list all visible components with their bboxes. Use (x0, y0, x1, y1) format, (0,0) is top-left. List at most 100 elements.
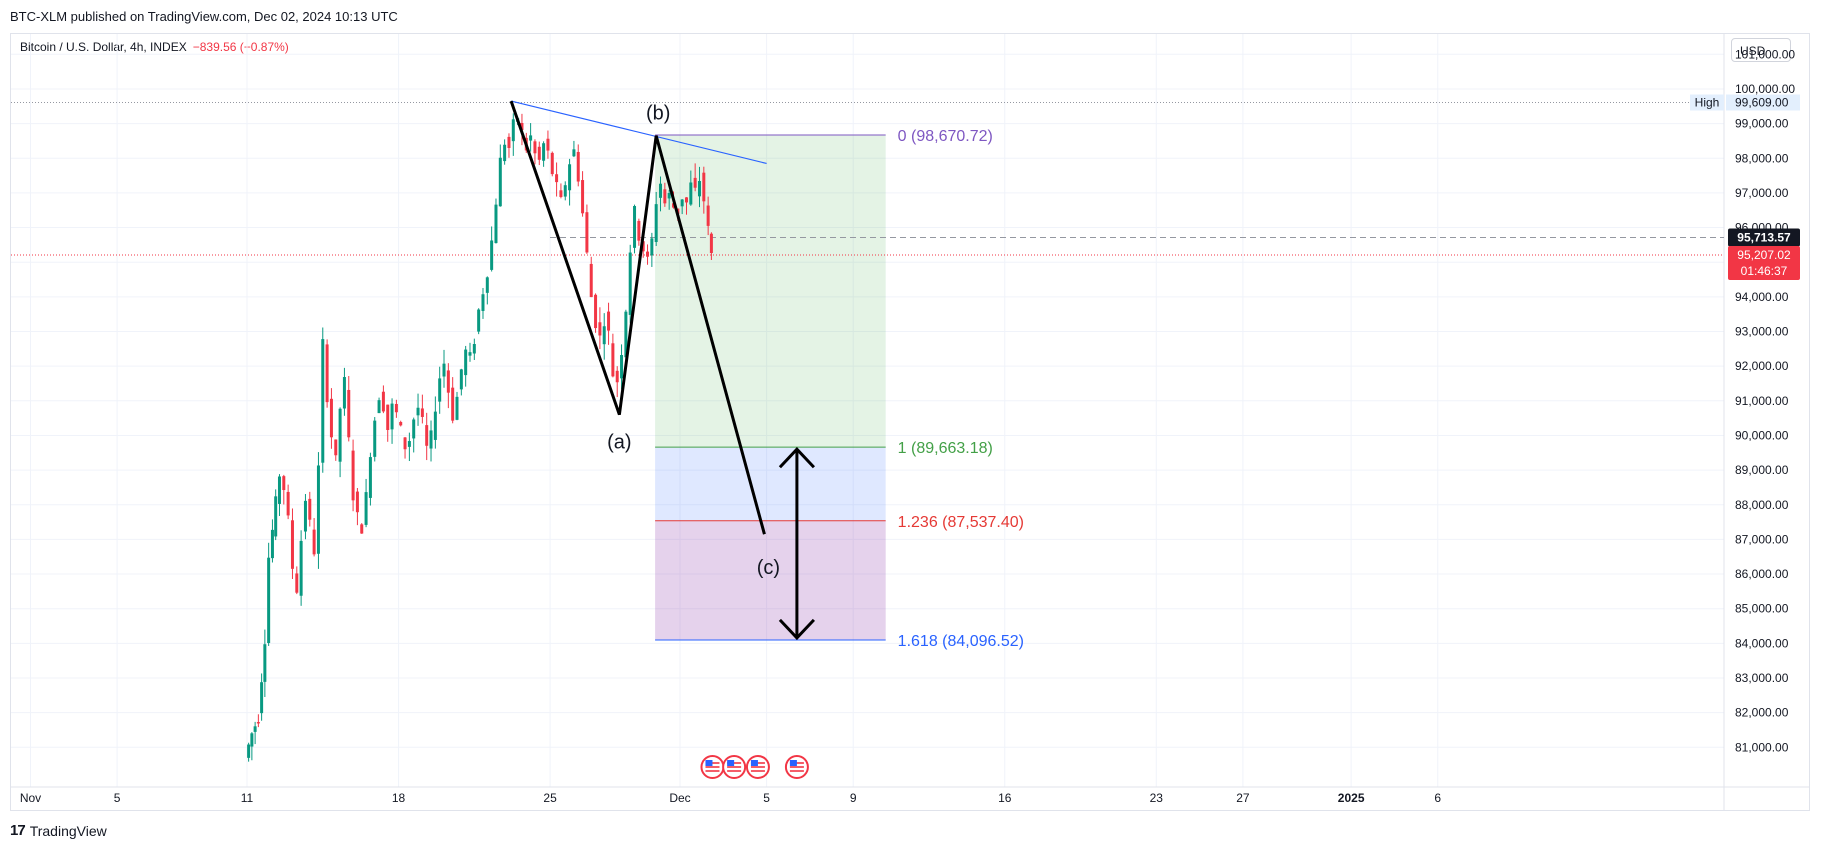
candle-body (654, 204, 658, 243)
candle-body (507, 136, 511, 148)
x-tick-label: 18 (392, 791, 406, 805)
candle-body (663, 189, 667, 204)
candle-body (390, 403, 394, 430)
high-value-box (1726, 94, 1800, 111)
candle-body (689, 182, 693, 205)
us-flag-event-icon[interactable] (722, 755, 747, 779)
candle-countdown: 01:46:37 (1741, 264, 1788, 278)
candle-body (282, 476, 286, 491)
candle-body (334, 439, 338, 456)
candle-body (373, 420, 377, 457)
candle-body (494, 204, 498, 244)
candle-body (267, 557, 271, 643)
candle-body (709, 233, 713, 254)
candle-body (680, 199, 684, 207)
y-tick-label: 84,000.00 (1735, 636, 1789, 650)
candle-body (321, 339, 325, 463)
fib-level-label: 1.618 (84,096.52) (898, 633, 1024, 650)
fib-level-label: 1.236 (87,537.40) (898, 514, 1024, 531)
candle-body (308, 498, 312, 520)
y-tick-label: 100,000.00 (1735, 82, 1795, 96)
y-tick-label: 94,000.00 (1735, 290, 1789, 304)
candle-body (303, 500, 307, 532)
wave-label-c: (c) (757, 557, 780, 579)
high-label-box (1690, 94, 1724, 111)
candle-body (464, 349, 468, 376)
candle-body (602, 326, 606, 345)
candle-body (455, 396, 459, 420)
y-tick-label: 101,000.00 (1735, 47, 1795, 61)
candle-body (360, 524, 364, 534)
y-tick-label: 92,000.00 (1735, 359, 1789, 373)
candle-body (329, 398, 333, 438)
y-tick-label: 93,000.00 (1735, 325, 1789, 339)
candle-body (420, 408, 424, 417)
candle-body (377, 400, 381, 414)
candle-body (425, 425, 429, 446)
candle-body (537, 146, 541, 160)
candle-body (399, 421, 403, 426)
currency-selector[interactable]: USD (1731, 38, 1791, 62)
candle-body (442, 363, 446, 377)
candle-body (550, 152, 554, 175)
candle-body (572, 149, 576, 157)
candle-body (581, 180, 585, 214)
candle-body (277, 476, 281, 504)
chart-frame (10, 33, 1810, 811)
candle-body (351, 450, 355, 501)
symbol-title: Bitcoin / U.S. Dollar, 4h, INDEX (20, 40, 187, 54)
x-tick-label: 25 (543, 791, 557, 805)
candle-body (576, 151, 580, 182)
candle-body (624, 311, 628, 358)
candle-body (697, 181, 701, 197)
x-tick-label: 5 (763, 791, 770, 805)
candle-body (485, 277, 489, 293)
candle-body (620, 355, 624, 379)
candle-body (355, 491, 359, 513)
candle-body (347, 389, 351, 438)
candle-body (342, 377, 346, 409)
flag-canton (727, 760, 735, 766)
candle-body (650, 238, 654, 256)
candle-body (693, 177, 697, 188)
candle-body (529, 135, 533, 141)
y-tick-label: 82,000.00 (1735, 706, 1789, 720)
candle-body (295, 573, 299, 593)
candle-body (702, 172, 706, 202)
x-tick-label: 2025 (1338, 791, 1365, 805)
high-label: High (1695, 95, 1720, 109)
us-flag-event-icon[interactable] (745, 755, 770, 779)
candle-body (546, 138, 550, 151)
high-value: 99,609.00 (1735, 95, 1789, 109)
x-tick-label: 11 (241, 791, 254, 805)
y-tick-label: 98,000.00 (1735, 151, 1789, 165)
fib-zone-0-1 (655, 135, 886, 448)
candle-body (542, 143, 546, 161)
y-tick-label: 81,000.00 (1735, 740, 1789, 754)
candle-body (490, 240, 494, 270)
us-flag-event-icon[interactable] (700, 755, 725, 779)
candle-body (451, 387, 455, 421)
us-flag-event-icon[interactable] (784, 755, 809, 779)
candle-body (446, 370, 450, 393)
tradingview-logo[interactable]: 17 TradingView (10, 822, 107, 839)
candle-body (260, 682, 264, 714)
grid-lines (11, 34, 1724, 787)
candle-body (520, 123, 524, 131)
candle-body (684, 197, 688, 203)
wave-label-a: (a) (607, 432, 631, 454)
flag-canton (750, 760, 758, 766)
candle-body (477, 309, 481, 332)
flag-canton (705, 760, 713, 766)
candle-body (559, 190, 563, 197)
candle-body (659, 183, 663, 198)
candle-body (503, 144, 507, 162)
wave-label-b: (b) (646, 103, 670, 125)
candle-body (364, 492, 368, 525)
fib-level-label: 1 (89,663.18) (898, 440, 993, 457)
price-change: −839.56 (−0.87%) (192, 40, 289, 54)
candle-body (256, 722, 260, 724)
y-tick-label: 90,000.00 (1735, 428, 1789, 442)
y-tick-label: 89,000.00 (1735, 463, 1789, 477)
